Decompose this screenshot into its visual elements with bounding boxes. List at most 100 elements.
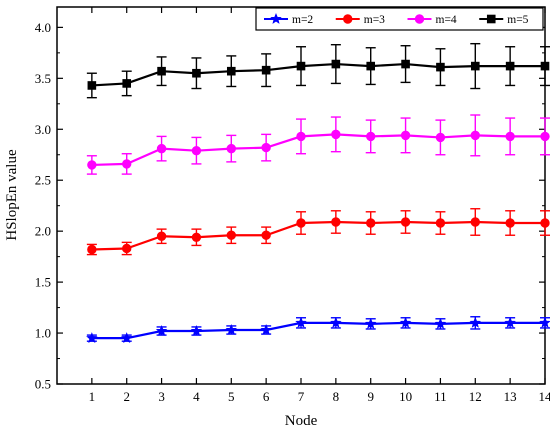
data-point xyxy=(400,217,411,227)
data-point xyxy=(156,143,167,154)
legend-label: m=2 xyxy=(292,14,313,26)
legend-marker xyxy=(486,14,496,24)
y-tick-label: 3.0 xyxy=(35,122,51,137)
legend-marker xyxy=(270,12,282,24)
data-point xyxy=(331,217,341,227)
x-tick-label: 14 xyxy=(539,389,550,404)
data-point xyxy=(366,61,376,71)
data-point xyxy=(331,129,341,140)
legend: m=2 m=3 m=4 m=5 xyxy=(255,7,544,31)
x-axis-title: Node xyxy=(285,413,318,429)
series-m5 xyxy=(86,42,550,99)
x-tick-label: 4 xyxy=(193,389,200,404)
data-point xyxy=(260,323,272,335)
data-point xyxy=(191,145,202,156)
y-tick-label: 1.5 xyxy=(35,275,51,290)
data-point xyxy=(87,81,97,90)
y-axis: 0.5 1.0 1.5 2.0 2.5 3.0 3.5 4.0 xyxy=(35,20,545,392)
data-point xyxy=(295,316,307,328)
y-axis-title: HSlopEn value xyxy=(4,149,20,241)
data-point xyxy=(331,59,341,69)
x-tick-label: 5 xyxy=(228,389,235,404)
legend-marker xyxy=(343,14,353,24)
data-point xyxy=(470,130,480,141)
legend-label: m=5 xyxy=(507,14,528,26)
series-m4 xyxy=(86,114,550,175)
data-point xyxy=(296,131,306,142)
data-point xyxy=(87,244,97,255)
data-point xyxy=(505,218,515,228)
data-point xyxy=(539,316,550,328)
data-point xyxy=(540,131,550,142)
data-point xyxy=(470,217,480,227)
data-point xyxy=(469,316,481,328)
series-line-m5 xyxy=(91,62,545,87)
y-tick-label: 1.0 xyxy=(35,326,51,341)
legend-item: m=2 xyxy=(264,12,313,26)
data-point xyxy=(122,243,132,254)
data-point xyxy=(226,66,236,76)
data-point xyxy=(401,59,410,69)
data-point xyxy=(435,218,446,228)
data-point xyxy=(400,130,411,141)
series-line-m4 xyxy=(91,133,545,167)
data-point xyxy=(434,317,447,329)
data-point xyxy=(226,230,236,240)
data-point xyxy=(540,218,550,228)
y-tick-label: 3.5 xyxy=(35,71,51,86)
series-line-m3 xyxy=(91,220,545,251)
data-point xyxy=(365,317,377,329)
legend-label: m=3 xyxy=(364,14,385,26)
data-point xyxy=(505,131,515,142)
data-point xyxy=(122,159,132,169)
data-point xyxy=(190,325,203,336)
data-point xyxy=(87,160,97,170)
data-point xyxy=(121,332,133,344)
data-point xyxy=(157,66,166,76)
data-point xyxy=(330,316,342,328)
y-tick-label: 2.5 xyxy=(35,173,51,188)
x-axis: 1 2 3 4 5 6 7 8 9 10 11 12 13 14 xyxy=(89,7,550,404)
x-tick-label: 9 xyxy=(367,389,374,404)
legend-item: m=4 xyxy=(407,14,457,26)
data-point xyxy=(366,218,376,228)
legend-label: m=4 xyxy=(436,14,457,26)
series-layer xyxy=(86,42,550,344)
data-point xyxy=(470,61,480,71)
x-tick-label: 12 xyxy=(469,389,482,404)
data-point xyxy=(225,324,237,335)
data-point xyxy=(261,230,271,240)
y-tick-label: 4.0 xyxy=(35,20,51,35)
x-tick-label: 10 xyxy=(399,389,412,404)
x-tick-label: 6 xyxy=(263,389,270,404)
data-point xyxy=(192,68,201,78)
data-point xyxy=(436,62,445,72)
data-point xyxy=(505,61,515,71)
y-tick-label: 2.0 xyxy=(35,224,51,239)
data-point xyxy=(86,332,98,344)
legend-item: m=3 xyxy=(335,14,385,26)
x-tick-label: 7 xyxy=(298,389,305,404)
data-point xyxy=(261,142,271,153)
data-point xyxy=(156,231,167,241)
x-tick-label: 3 xyxy=(158,389,165,404)
data-point xyxy=(504,316,516,328)
y-tick-label: 0.5 xyxy=(35,377,51,392)
x-tick-label: 11 xyxy=(434,389,447,404)
x-tick-label: 2 xyxy=(123,389,130,404)
legend-item: m=5 xyxy=(479,14,529,26)
legend-marker xyxy=(414,14,425,24)
data-point xyxy=(399,316,412,328)
data-point xyxy=(122,79,132,88)
series-line-m2 xyxy=(91,321,545,340)
data-point xyxy=(155,325,168,336)
x-tick-label: 13 xyxy=(504,389,517,404)
data-point xyxy=(261,65,271,75)
x-tick-label: 1 xyxy=(89,389,96,404)
data-point xyxy=(226,143,236,154)
data-point xyxy=(540,61,550,71)
data-point xyxy=(296,61,306,71)
series-m2 xyxy=(86,316,550,344)
